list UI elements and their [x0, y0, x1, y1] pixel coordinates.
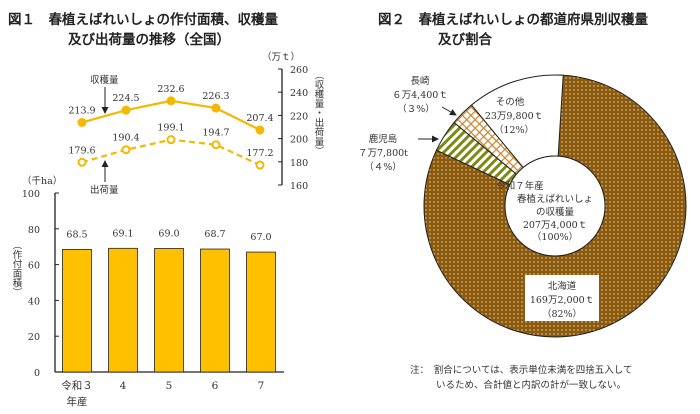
bar-y-tick-label: 80	[28, 225, 40, 236]
x-category-label: 7	[258, 380, 265, 392]
fig2-title-line1: 図２ 春植えばれいしょの都道府県別収穫量	[378, 11, 648, 28]
note-line1: 注： 割合については、表示単位未満を四捨五入して	[410, 364, 633, 376]
line-chart: （万ｔ） （収穫量・出荷量） 収穫量 出荷量 160 180 200 220 240 26…	[68, 51, 324, 196]
x-category-label: 4	[120, 380, 127, 392]
series-data-label-0: 224.5	[112, 93, 139, 104]
bar-y-tick-label: 100	[22, 189, 40, 200]
series-data-label-0: 213.9	[68, 105, 95, 116]
bar-data-label: 68.7	[204, 229, 225, 240]
x-category-label: 年産	[67, 395, 88, 408]
hokkaido-label-box	[525, 275, 599, 321]
series-point-0	[77, 117, 87, 127]
x-category-label: 6	[212, 380, 219, 392]
series-point-0	[166, 96, 176, 106]
note-line2: いるため、合計値と内訳の計が一致しない。	[436, 379, 626, 391]
series-point-0	[255, 125, 265, 135]
series-point-1	[121, 145, 131, 155]
center-label-0: 令和７年産	[496, 180, 544, 192]
center-label-2: の収穫量	[536, 206, 575, 218]
line-unit-label: （万ｔ）	[262, 51, 300, 63]
other-pct: （12%）	[494, 124, 534, 136]
bar-y-tick-label: 60	[28, 261, 40, 272]
bar-unit-label: （千ha）	[22, 175, 62, 187]
fig2-title-line2: 及び割合	[438, 31, 492, 48]
hokkaido-value: 169万2,000ｔ	[530, 295, 594, 306]
series-point-1	[255, 160, 265, 170]
series-point-1	[166, 135, 176, 145]
nagasaki-value: ６万4,400ｔ	[392, 90, 448, 101]
center-label-3: 207万4,000ｔ	[523, 220, 587, 231]
center-label-1: 春植えばれいしょ	[517, 193, 593, 205]
kagoshima-value: ７万7,800t	[358, 148, 408, 159]
series-data-label-1: 190.4	[112, 133, 139, 144]
bar	[154, 248, 184, 373]
line-y-tick-label: 200	[290, 135, 308, 146]
bar-chart: （千ha） （作付面積） 0 20 40 60 80 100 68.5 令和３ 年産 69.1 4 6…	[11, 175, 284, 408]
other-value: 23万9,800ｔ	[485, 111, 543, 122]
bar-data-label: 69.1	[112, 228, 133, 239]
line-y-tick-label: 240	[290, 88, 308, 99]
series-data-label-0: 226.3	[202, 91, 229, 102]
bar-y-tick-label: 40	[28, 296, 40, 307]
bar-data-label: 67.0	[250, 232, 271, 243]
bar	[246, 251, 276, 373]
center-label-4: （100%）	[532, 231, 578, 243]
bar	[200, 248, 230, 373]
series-point-1	[77, 157, 87, 167]
kagoshima-pct: （４%）	[364, 161, 402, 173]
donut-labels: 令和７年産 春植えばれいしょ の収穫量 207万4,000ｔ （100%） 北海…	[358, 75, 599, 321]
kagoshima-name: 鹿児島	[369, 133, 398, 145]
bar	[108, 247, 138, 373]
line-y-tick-label: 160	[290, 181, 308, 192]
nagasaki-name: 長崎	[410, 75, 430, 87]
series-data-label-1: 179.6	[68, 145, 95, 156]
series-data-label-1: 194.7	[202, 128, 229, 139]
line-y-axis-title: （収穫量・出荷量）	[313, 70, 325, 156]
bar-y-tick-label: 20	[28, 332, 40, 343]
series-point-0	[211, 103, 221, 113]
fig1-title-line1: 図１ 春植えばれいしょの作付面積、収穫量	[8, 11, 278, 28]
x-category-label: 5	[166, 380, 173, 392]
line-y-tick-label: 260	[290, 65, 308, 76]
bar-y-axis-title: （作付面積）	[11, 240, 23, 297]
nagasaki-pct: （３%）	[397, 103, 435, 115]
line-y-tick-label: 180	[290, 158, 308, 169]
line-y-tick-label: 220	[290, 111, 308, 122]
other-name: その他	[496, 96, 525, 108]
x-category-label: 令和３	[61, 379, 93, 392]
series-point-0	[121, 105, 131, 115]
series-data-label-0: 207.4	[246, 113, 273, 124]
bar-y-tick-label: 0	[34, 368, 40, 379]
donut-hole	[504, 155, 606, 257]
nagasaki-arrow	[441, 106, 457, 116]
bar-data-label: 69.0	[158, 228, 179, 239]
series-data-label-0: 232.6	[157, 84, 184, 95]
bar	[62, 248, 92, 373]
donut-chart	[423, 74, 687, 338]
fig1-title-line2: 及び出荷量の推移（全国）	[68, 31, 230, 48]
legend-harvest-label: 収穫量	[90, 74, 119, 86]
series-point-1	[211, 140, 221, 150]
series-data-label-1: 177.2	[246, 148, 273, 159]
bar-data-label: 68.5	[66, 229, 87, 240]
series-data-label-1: 199.1	[157, 123, 184, 134]
hokkaido-pct: （82%）	[542, 308, 582, 320]
hokkaido-name: 北海道	[548, 280, 577, 292]
legend-shipment-label: 出荷量	[90, 184, 119, 196]
